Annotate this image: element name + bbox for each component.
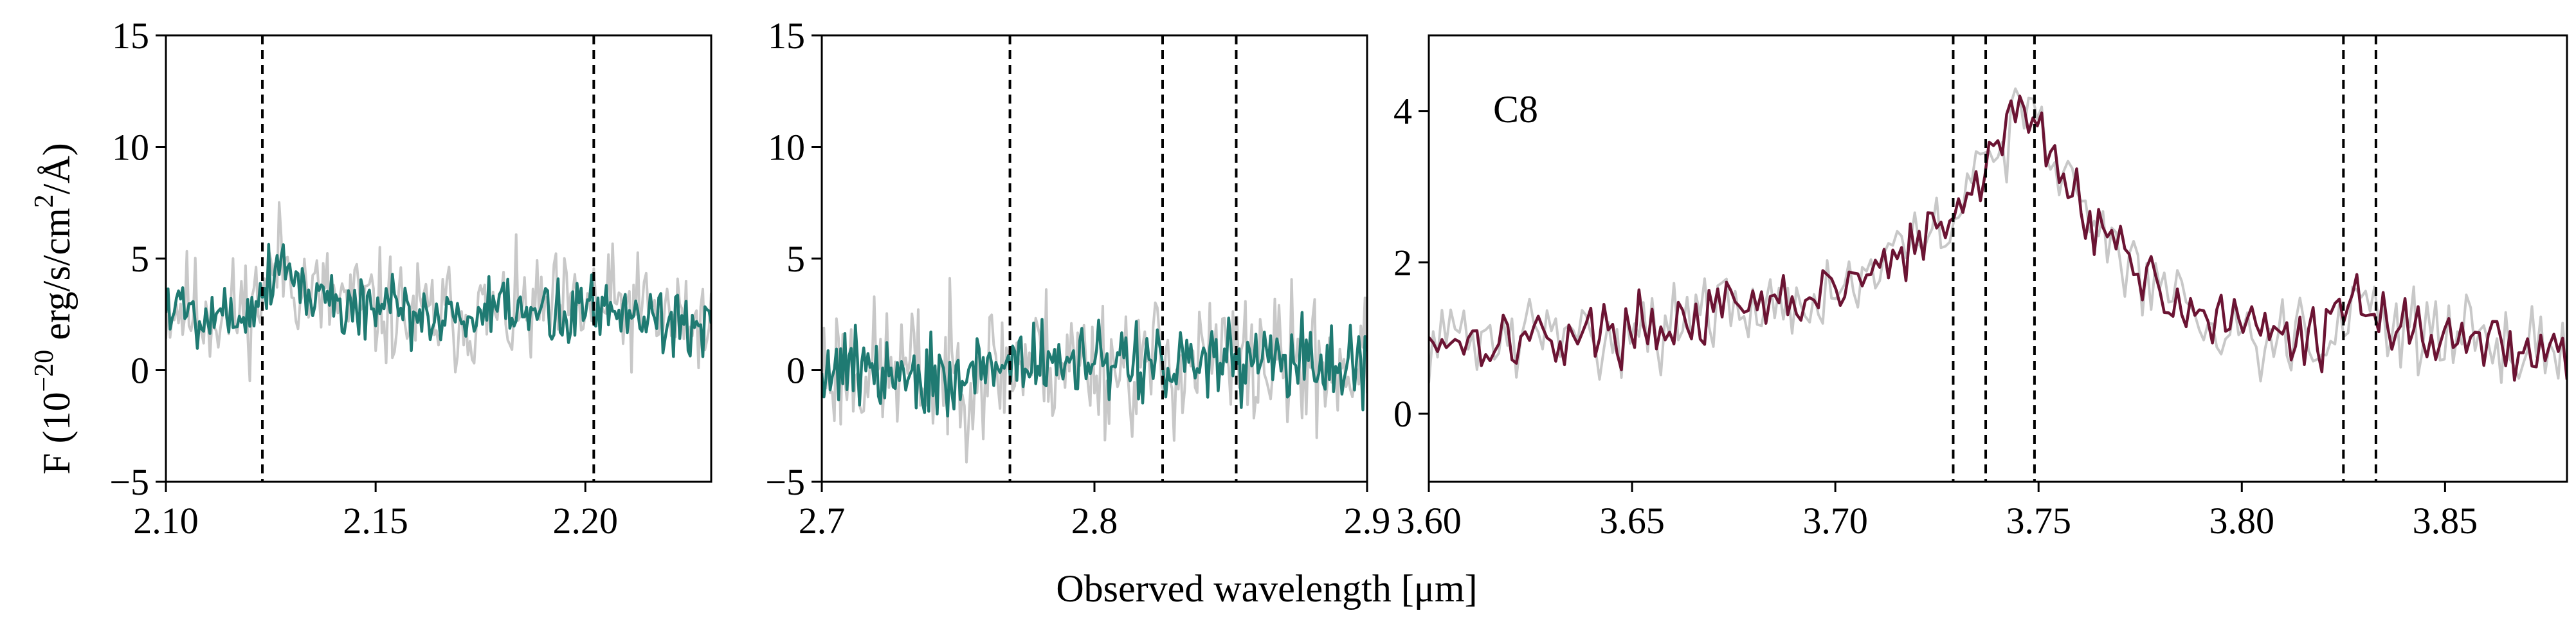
y-axis-label-end: /Å): [35, 143, 78, 194]
y-tick-label: −5: [109, 461, 149, 503]
series-line-smoothed: [822, 311, 1367, 417]
x-tick-label: 3.60: [1396, 500, 1462, 542]
series-line-raw: [166, 201, 711, 383]
y-tick-label: 15: [768, 15, 805, 57]
y-axis-label: F (10−20 erg/s/cm2/Å): [30, 143, 78, 475]
y-tick-label: 10: [112, 127, 149, 169]
panel-left: 2.10 2.15 2.20 −5 0 5 10 15: [109, 15, 712, 542]
series-line-smoothed: [166, 242, 711, 358]
y-axis-label-exp1: −20: [30, 350, 59, 392]
y-tick-label: 0: [1393, 393, 1412, 435]
axes-frame: [821, 34, 1368, 483]
y-tick-label: 0: [786, 350, 805, 392]
x-axis-label: Observed wavelength [μm]: [1056, 567, 1477, 610]
x-tick-label: 3.65: [1599, 500, 1665, 542]
x-tick-label: 2.7: [799, 500, 846, 542]
panel-label: C8: [1493, 88, 1538, 131]
y-tick-label: 2: [1393, 242, 1412, 284]
axes-frame: [1428, 34, 2568, 483]
x-tick-label: 3.85: [2413, 500, 2478, 542]
plot-area: [822, 277, 1367, 464]
x-tick-label: 2.10: [133, 500, 199, 542]
x-tick-label: 3.70: [1802, 500, 1868, 542]
y-axis-label-exp2: 2: [30, 194, 59, 208]
x-tick-label: 3.75: [2006, 500, 2071, 542]
x-tick-label: 2.20: [553, 500, 619, 542]
y-tick-label: 5: [131, 238, 149, 280]
x-tick-label: 2.9: [1344, 500, 1391, 542]
y-tick-label: 5: [786, 238, 805, 280]
y-tick-label: 4: [1393, 91, 1412, 133]
panel-middle: 2.7 2.8 2.9 −5 0 5 10 15: [765, 15, 1390, 542]
x-tick-label: 2.8: [1071, 500, 1118, 542]
y-axis-label-mid: erg/s/cm: [35, 208, 78, 350]
y-tick-label: 0: [131, 350, 149, 392]
y-tick-label: 10: [768, 127, 805, 169]
y-tick-label: 15: [112, 15, 149, 57]
series-line-smoothed: [1429, 95, 2567, 382]
plot-area: [1429, 87, 2567, 384]
y-tick-label: −5: [765, 461, 805, 503]
plot-area: [166, 201, 711, 383]
panel-right: 3.60 3.65 3.70 3.75 3.80 3.85 0 2 4 C8: [1393, 34, 2568, 542]
x-tick-label: 2.15: [343, 500, 408, 542]
y-axis-label-main: F (10: [35, 392, 78, 474]
axes-frame: [165, 34, 712, 483]
x-tick-label: 3.80: [2209, 500, 2275, 542]
series-line-raw: [1429, 87, 2567, 384]
